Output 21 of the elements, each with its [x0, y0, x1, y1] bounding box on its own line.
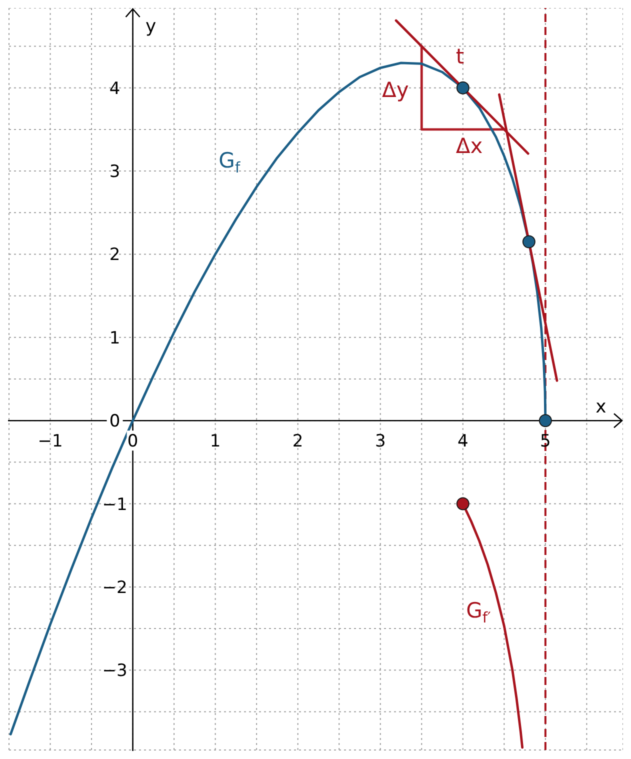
x-tick-label: 2: [292, 432, 304, 452]
x-tick-label: 4: [457, 432, 468, 452]
annotation: G$_{f′}$: [466, 598, 491, 626]
y-tick-label: 0: [109, 412, 120, 432]
y-axis-title: y: [145, 16, 156, 37]
x-tick-label: −1: [38, 432, 63, 452]
y-tick-label: −1: [102, 494, 128, 515]
x-tick-label: 5: [540, 432, 551, 452]
y-tick-label: 2: [109, 245, 120, 266]
annotation: Δx: [456, 134, 483, 158]
annotation: t: [456, 44, 464, 69]
y-tick-label: 3: [109, 162, 120, 182]
x-axis-title: x: [596, 396, 607, 418]
annotation: G$_{f}$: [218, 148, 241, 176]
x-tick-label: 1: [210, 432, 221, 452]
y-tick-label: −2: [102, 578, 128, 598]
y-tick-label: 4: [109, 78, 120, 99]
annotation: Δy: [382, 78, 409, 102]
y-tick-label: 1: [109, 328, 120, 348]
x-tick-label: 3: [374, 432, 386, 452]
y-tick-label: −3: [102, 661, 128, 682]
